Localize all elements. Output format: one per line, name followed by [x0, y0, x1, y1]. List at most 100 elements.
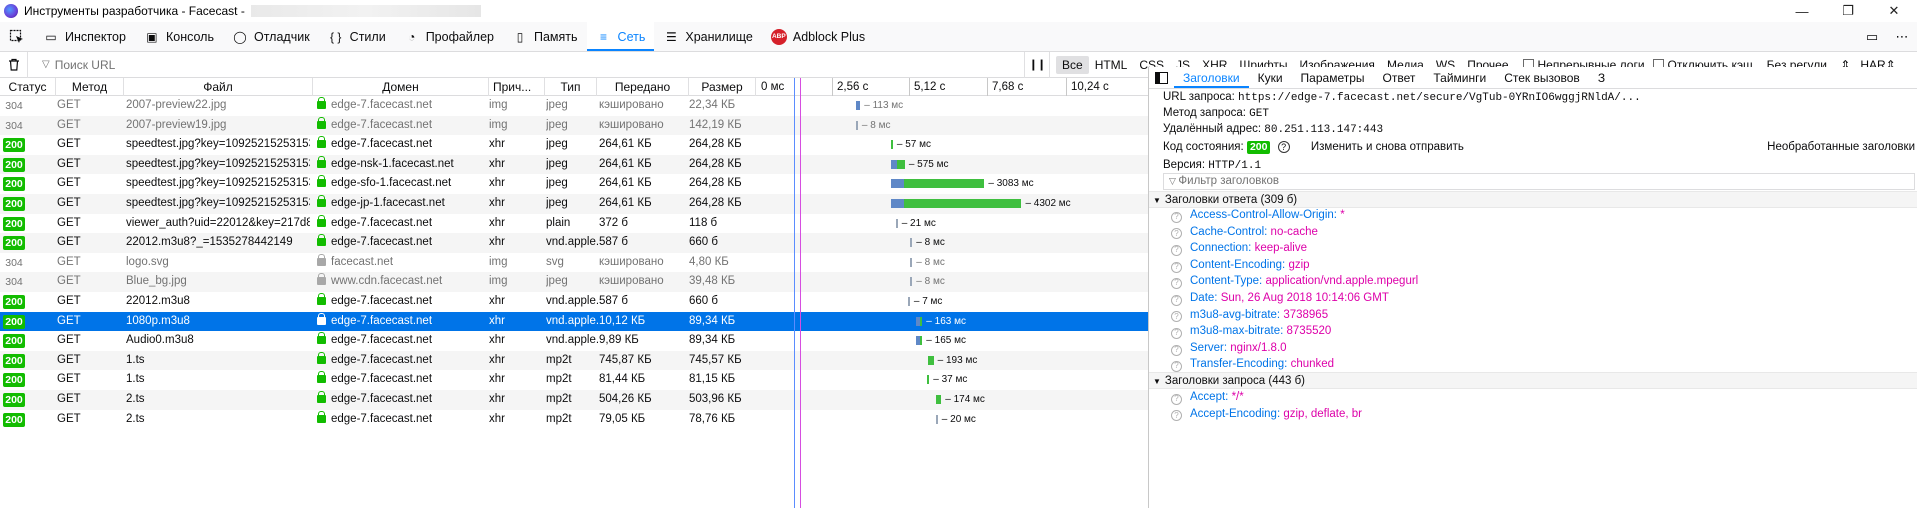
request-size: 39,48 КБ	[689, 275, 736, 288]
col-cause[interactable]: Прич...	[489, 78, 545, 96]
header-row[interactable]: ? Content-Type: application/vnd.apple.mpe…	[1171, 273, 1418, 290]
details-tab-0[interactable]: Заголовки	[1174, 67, 1249, 88]
header-row[interactable]: ? Accept: */*	[1171, 389, 1244, 406]
col-type[interactable]: Тип	[545, 78, 597, 96]
header-name: Transfer-Encoding:	[1190, 358, 1288, 371]
tab-debugger[interactable]: ◯ Отладчик	[223, 22, 319, 51]
header-help-icon[interactable]: ?	[1171, 361, 1182, 373]
header-help-icon[interactable]: ?	[1171, 410, 1182, 422]
tab-memory[interactable]: ▯ Память	[503, 22, 587, 51]
col-domain[interactable]: Домен	[313, 78, 489, 96]
table-row[interactable]: 200 GET Audio0.m3u8 edge-7.facecast.net xhr v…	[0, 331, 1148, 351]
status-help-icon[interactable]: ?	[1277, 140, 1290, 153]
table-row[interactable]: 200 GET 22012.m3u8?_=1535278442149 edge-7.f…	[0, 233, 1148, 253]
tab-inspector[interactable]: ▭ Инспектор	[34, 22, 135, 51]
table-row[interactable]: 304 GET 2007-preview19.jpg edge-7.facecast.…	[0, 115, 1148, 136]
tab-network[interactable]: ≡ Сеть	[586, 22, 655, 51]
header-filter-input[interactable]: ▽ Фильтр заголовков	[1163, 173, 1915, 190]
details-tab-5[interactable]: Стек вызовов	[1504, 70, 1580, 85]
request-size: 4,80 КБ	[689, 255, 729, 268]
table-row[interactable]: 200 GET 1.ts edge-7.facecast.net xhr mp2t 745,…	[0, 350, 1148, 371]
header-row[interactable]: ? Connection: keep-alive	[1171, 240, 1307, 257]
header-value: chunked	[1290, 358, 1335, 371]
header-row[interactable]: ? m3u8-avg-bitrate: 3738965	[1171, 307, 1328, 324]
table-row[interactable]: 200 GET speedtest.jpg?key=1092521525315352…	[0, 194, 1148, 214]
table-row[interactable]: 304 GET 2007-preview22.jpg edge-7.facecast.…	[0, 96, 1148, 116]
details-tab-3[interactable]: Ответ	[1382, 70, 1416, 85]
header-row[interactable]: ? Accept-Encoding: gzip, deflate, br	[1171, 406, 1362, 423]
tab-console[interactable]: ▣ Консоль	[135, 22, 223, 51]
header-help-icon[interactable]: ?	[1171, 344, 1182, 356]
restore-button[interactable]: ❐	[1842, 3, 1854, 18]
tab-adblock[interactable]: ABP Adblock Plus	[762, 22, 874, 51]
header-row[interactable]: ? m3u8-max-bitrate: 8735520	[1171, 323, 1331, 340]
pause-recording-button[interactable]: ❙❙	[1024, 51, 1050, 78]
header-row[interactable]: ? Access-Control-Allow-Origin: *	[1171, 207, 1345, 224]
dock-toggle-icon[interactable]: ▭	[1865, 29, 1879, 44]
header-help-icon[interactable]: ?	[1171, 244, 1182, 256]
table-row[interactable]: 200 GET 22012.m3u8 edge-7.facecast.net xhr vn…	[0, 292, 1148, 312]
header-help-icon[interactable]: ?	[1171, 393, 1182, 405]
details-tab-2[interactable]: Параметры	[1300, 70, 1365, 85]
minimize-button[interactable]: —	[1795, 3, 1809, 19]
table-row[interactable]: 200 GET 1080p.m3u8 edge-7.facecast.net xhr vn…	[0, 311, 1148, 332]
close-button[interactable]: ✕	[1888, 3, 1900, 18]
request-method: GET	[57, 138, 81, 151]
header-row[interactable]: ? Content-Encoding: gzip	[1171, 257, 1310, 274]
header-help-icon[interactable]: ?	[1171, 327, 1182, 339]
status-code: 304	[5, 276, 23, 289]
toggle-panel-button[interactable]	[1149, 67, 1174, 88]
url-filter-input[interactable]: ▽ Поиск URL	[28, 54, 1018, 76]
filter-type-1[interactable]: HTML	[1094, 57, 1128, 72]
col-size[interactable]: Размер	[689, 78, 756, 96]
header-row[interactable]: ? Server: nginx/1.8.0	[1171, 340, 1287, 357]
header-help-icon[interactable]: ?	[1171, 278, 1182, 290]
table-row[interactable]: 304 GET logo.svg facecast.net img svg кэширова…	[0, 253, 1148, 273]
col-method[interactable]: Метод	[56, 78, 124, 96]
table-row[interactable]: 200 GET speedtest.jpg?key=1092521525315352…	[0, 174, 1148, 194]
header-value: application/vnd.apple.mpegurl	[1265, 275, 1419, 288]
header-row[interactable]: ? Transfer-Encoding: chunked	[1171, 356, 1334, 373]
table-row[interactable]: 200 GET 2.ts edge-7.facecast.net xhr mp2t 504,…	[0, 390, 1148, 410]
waterfall-receive-bar	[855, 120, 858, 130]
element-picker-button[interactable]	[0, 22, 34, 51]
request-headers-section[interactable]: ▼ Заголовки запроса (443 б)	[1149, 372, 1917, 389]
col-file[interactable]: Файл	[124, 78, 313, 96]
table-row[interactable]: 304 GET Blue_bg.jpg www.cdn.facecast.net img…	[0, 272, 1148, 292]
col-status[interactable]: Статус	[0, 78, 56, 96]
table-row[interactable]: 200 GET speedtest.jpg?key=1092521525315352…	[0, 135, 1148, 155]
panel-splitter[interactable]	[1148, 67, 1149, 508]
request-type: jpeg	[546, 138, 568, 151]
tab-style-editor[interactable]: { } Стили	[319, 22, 395, 51]
table-row[interactable]: 200 GET speedtest.jpg?key=1092521525315352…	[0, 154, 1148, 175]
more-options-icon[interactable]: ⋯	[1895, 29, 1909, 44]
header-help-icon[interactable]: ?	[1171, 311, 1182, 323]
details-tab-1[interactable]: Куки	[1257, 70, 1283, 85]
table-row[interactable]: 200 GET 1.ts edge-7.facecast.net xhr mp2t 81,4…	[0, 370, 1148, 390]
waterfall-receive-bar	[910, 257, 913, 267]
details-tab-4[interactable]: Тайминги	[1433, 70, 1487, 85]
header-row[interactable]: ? Cache-Control: no-cache	[1171, 224, 1318, 241]
header-help-icon[interactable]: ?	[1171, 228, 1182, 240]
request-type: jpeg	[546, 197, 568, 209]
header-help-icon[interactable]: ?	[1171, 261, 1182, 273]
details-tab-6[interactable]: З	[1597, 70, 1606, 85]
response-headers-section[interactable]: ▼ Заголовки ответа (309 б)	[1149, 191, 1917, 208]
raw-headers-toggle[interactable]: Необработанные заголовки	[1767, 141, 1915, 153]
request-file: 2.ts	[126, 393, 145, 405]
header-row[interactable]: ? Date: Sun, 26 Aug 2018 10:14:06 GMT	[1171, 290, 1389, 307]
tab-label: Хранилище	[685, 29, 753, 44]
filter-type-0[interactable]: Все	[1056, 55, 1089, 74]
header-help-icon[interactable]: ?	[1171, 211, 1182, 223]
col-transferred[interactable]: Передано	[597, 78, 689, 96]
request-size: 89,34 КБ	[689, 334, 736, 347]
request-cause: xhr	[489, 177, 505, 190]
header-help-icon[interactable]: ?	[1171, 294, 1182, 306]
edit-resend-button[interactable]: Изменить и снова отправить	[1310, 141, 1464, 153]
table-row[interactable]: 200 GET 2.ts edge-7.facecast.net xhr mp2t 79,0…	[0, 410, 1148, 430]
tab-profiler[interactable]: ◔ Профайлер	[395, 22, 503, 51]
response-headers-title: Заголовки ответа (309 б)	[1164, 194, 1298, 206]
clear-button[interactable]	[0, 51, 28, 78]
tab-storage[interactable]: ☰ Хранилище	[654, 22, 762, 51]
table-row[interactable]: 200 GET viewer_auth?uid=22012&key=217d82xy…	[0, 214, 1148, 234]
